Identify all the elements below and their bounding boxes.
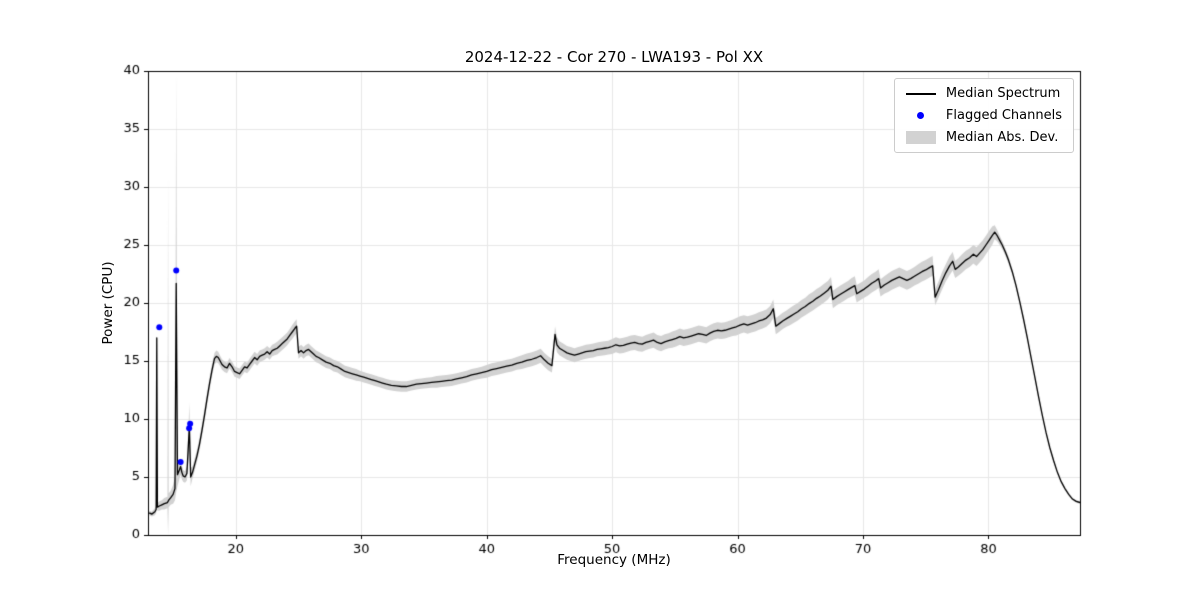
mad-patch-swatch-icon: [905, 131, 936, 145]
legend-entry-flagged-channels: Flagged Channels: [906, 108, 1062, 123]
legend-label: Flagged Channels: [945, 108, 1062, 123]
legend-label: Median Abs. Dev.: [945, 130, 1059, 145]
y-axis-label: Power (CPU): [100, 261, 116, 345]
median-line-swatch-icon: [905, 87, 936, 101]
legend-entry-median-spectrum: Median Spectrum: [905, 86, 1062, 101]
chart-title: 2024-12-22 - Cor 270 - LWA193 - Pol XX: [464, 48, 764, 66]
legend: Median Spectrum Flagged Channels Median …: [893, 78, 1074, 153]
legend-label: Median Spectrum: [945, 86, 1061, 101]
x-axis-label: Frequency (MHz): [557, 552, 671, 568]
flagged-dot-swatch-icon: [906, 109, 936, 123]
legend-entry-median-abs-dev: Median Abs. Dev.: [905, 130, 1062, 145]
